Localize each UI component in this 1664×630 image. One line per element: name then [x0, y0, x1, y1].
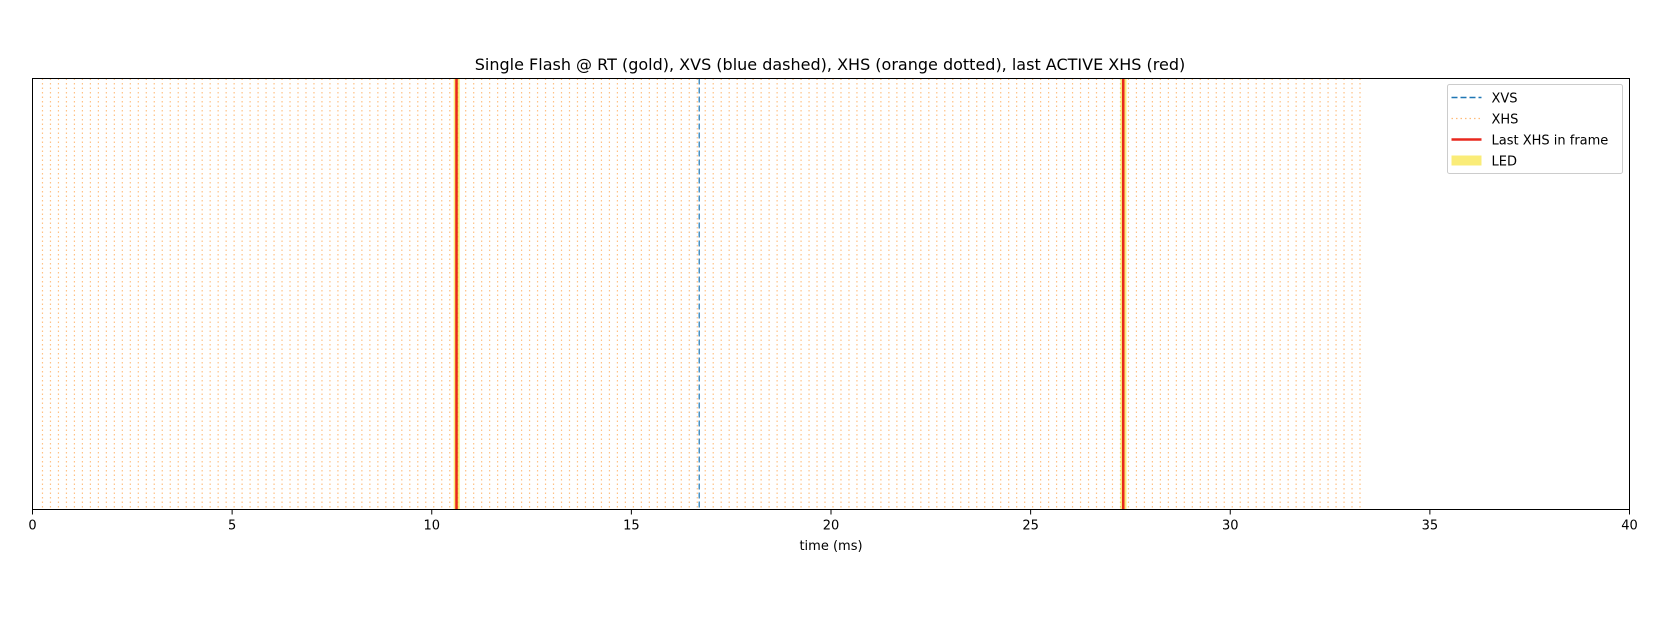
- x-tick-label: 0: [28, 519, 36, 534]
- x-tick-label: 30: [1222, 519, 1239, 534]
- legend-swatch: [1451, 155, 1482, 166]
- x-tick-label: 5: [228, 519, 236, 534]
- legend-label: Last XHS in frame: [1492, 134, 1609, 149]
- legend-label: XVS: [1492, 92, 1518, 107]
- x-tick-label: 10: [423, 519, 440, 534]
- legend-label: XHS: [1492, 113, 1519, 128]
- legend: XVS XHS Last XHS in frame LED: [1447, 84, 1623, 174]
- legend-label: LED: [1492, 155, 1517, 170]
- x-tick-label: 15: [623, 519, 640, 534]
- x-tick-label: 20: [823, 519, 840, 534]
- chart-title: Single Flash @ RT (gold), XVS (blue dash…: [475, 55, 1185, 74]
- legend-box: [1447, 84, 1623, 174]
- x-axis: 0 5 10 15 20 25 30 35 40: [28, 509, 1638, 534]
- last-xhs-lines-layer: [455, 78, 1125, 510]
- x-axis-label: time (ms): [799, 539, 862, 554]
- x-tick-label: 35: [1422, 519, 1439, 534]
- x-tick-label: 25: [1022, 519, 1039, 534]
- x-tick-label: 40: [1621, 519, 1638, 534]
